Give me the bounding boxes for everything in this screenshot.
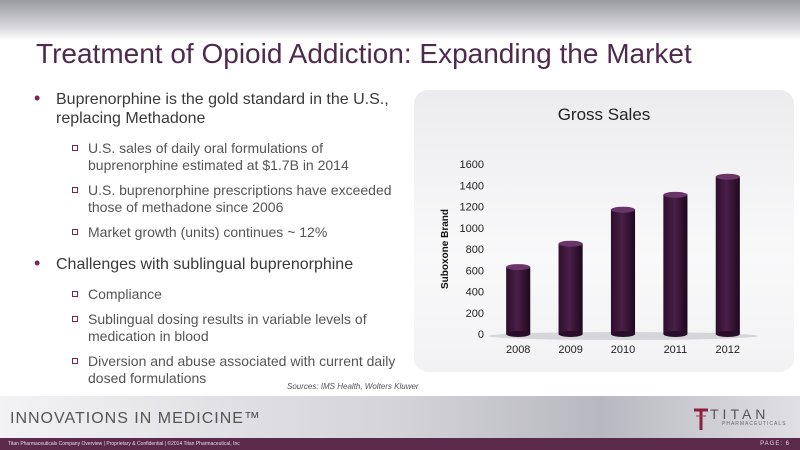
y-axis-label: Suboxone Brand — [440, 209, 451, 289]
y-tick-label: 400 — [466, 287, 484, 299]
gross-sales-chart: Gross Sales Suboxone Brand 0 200 400 600 800 10… — [440, 105, 758, 356]
bar-base — [558, 331, 583, 337]
sub-bullet: U.S. buprenorphine prescriptions have ex… — [32, 182, 412, 216]
bullet-2: • Challenges with sublingual buprenorphi… — [32, 253, 412, 274]
bar-cap — [506, 264, 531, 271]
sub-bullet: Sublingual dosing results in variable le… — [32, 311, 412, 345]
y-tick-label: 600 — [466, 265, 484, 277]
bar — [610, 209, 636, 334]
x-tick-label: 2012 — [716, 344, 740, 356]
sub-bullet-text: Sublingual dosing results in variable le… — [88, 311, 367, 344]
sub-bullet: U.S. sales of daily oral formulations of… — [32, 140, 412, 174]
bar-base — [663, 331, 688, 337]
sub-bullet: Market growth (units) continues ~ 12% — [32, 224, 412, 241]
bar-cap — [715, 173, 740, 180]
bar — [715, 176, 740, 334]
footer-bar — [0, 438, 800, 450]
bullet-2-text: Challenges with sublingual buprenorphine — [56, 256, 354, 273]
sub-bullet: Compliance — [32, 286, 412, 303]
bar — [663, 194, 688, 334]
square-bullet-icon — [72, 358, 78, 364]
square-bullet-icon — [72, 187, 78, 193]
bar — [506, 267, 531, 334]
tagline: INNOVATIONS IN MEDICINE™ — [10, 410, 261, 427]
x-tick-label: 2009 — [558, 344, 582, 356]
bar-base — [610, 331, 636, 337]
source-note: Sources: IMS Health, Wolters Kluwer — [287, 382, 419, 391]
bar-base — [715, 331, 740, 337]
bullet-dot-icon: • — [34, 88, 41, 108]
logo-subtitle: PHARMACEUTICALS — [722, 421, 787, 427]
y-tick-label: 1200 — [460, 202, 484, 214]
slide-title: Treatment of Opioid Addiction: Expanding… — [36, 38, 692, 69]
square-bullet-icon — [72, 316, 78, 322]
sub-bullet-text: U.S. sales of daily oral formulations of… — [88, 140, 349, 173]
sub-bullet-text: U.S. buprenorphine prescriptions have ex… — [88, 182, 392, 215]
square-bullet-icon — [72, 145, 78, 151]
y-tick-label: 0 — [478, 329, 484, 341]
sub-bullet: Diversion and abuse associated with curr… — [32, 353, 412, 387]
bar-base — [506, 331, 531, 337]
y-tick-label: 1600 — [460, 159, 484, 171]
bar-cap — [558, 240, 583, 247]
titan-logo-icon — [694, 408, 708, 430]
bar-cap — [610, 206, 636, 213]
logo-wordmark: TITAN — [710, 406, 770, 422]
bullet-1-text: Buprenorphine is the gold standard in th… — [56, 91, 389, 127]
y-tick-label: 1400 — [460, 180, 484, 192]
x-tick-label: 2010 — [611, 344, 635, 356]
chart-panel: Gross Sales Suboxone Brand 0 200 400 600 800 10… — [414, 90, 794, 372]
bar-cap — [663, 191, 688, 198]
bullet-list: • Buprenorphine is the gold standard in … — [32, 88, 412, 395]
bullet-dot-icon: • — [34, 253, 41, 273]
x-tick-label: 2008 — [506, 344, 530, 356]
x-tick-label: 2011 — [664, 344, 688, 356]
bullet-1: • Buprenorphine is the gold standard in … — [32, 88, 412, 128]
chart-title: Gross Sales — [558, 105, 651, 124]
header-band — [0, 0, 800, 40]
square-bullet-icon — [72, 291, 78, 297]
y-tick-label: 200 — [466, 308, 484, 320]
sub-bullet-text: Compliance — [88, 286, 162, 302]
bar — [558, 243, 583, 334]
confidential-notice: Titan Pharmaceuticals Company Overview |… — [8, 441, 240, 447]
page-number: PAGE: 6 — [760, 441, 790, 447]
y-tick-label: 1000 — [460, 223, 484, 235]
sub-bullet-text: Market growth (units) continues ~ 12% — [88, 224, 328, 240]
y-tick-label: 800 — [466, 244, 484, 256]
square-bullet-icon — [72, 229, 78, 235]
sub-bullet-text: Diversion and abuse associated with curr… — [88, 353, 396, 386]
